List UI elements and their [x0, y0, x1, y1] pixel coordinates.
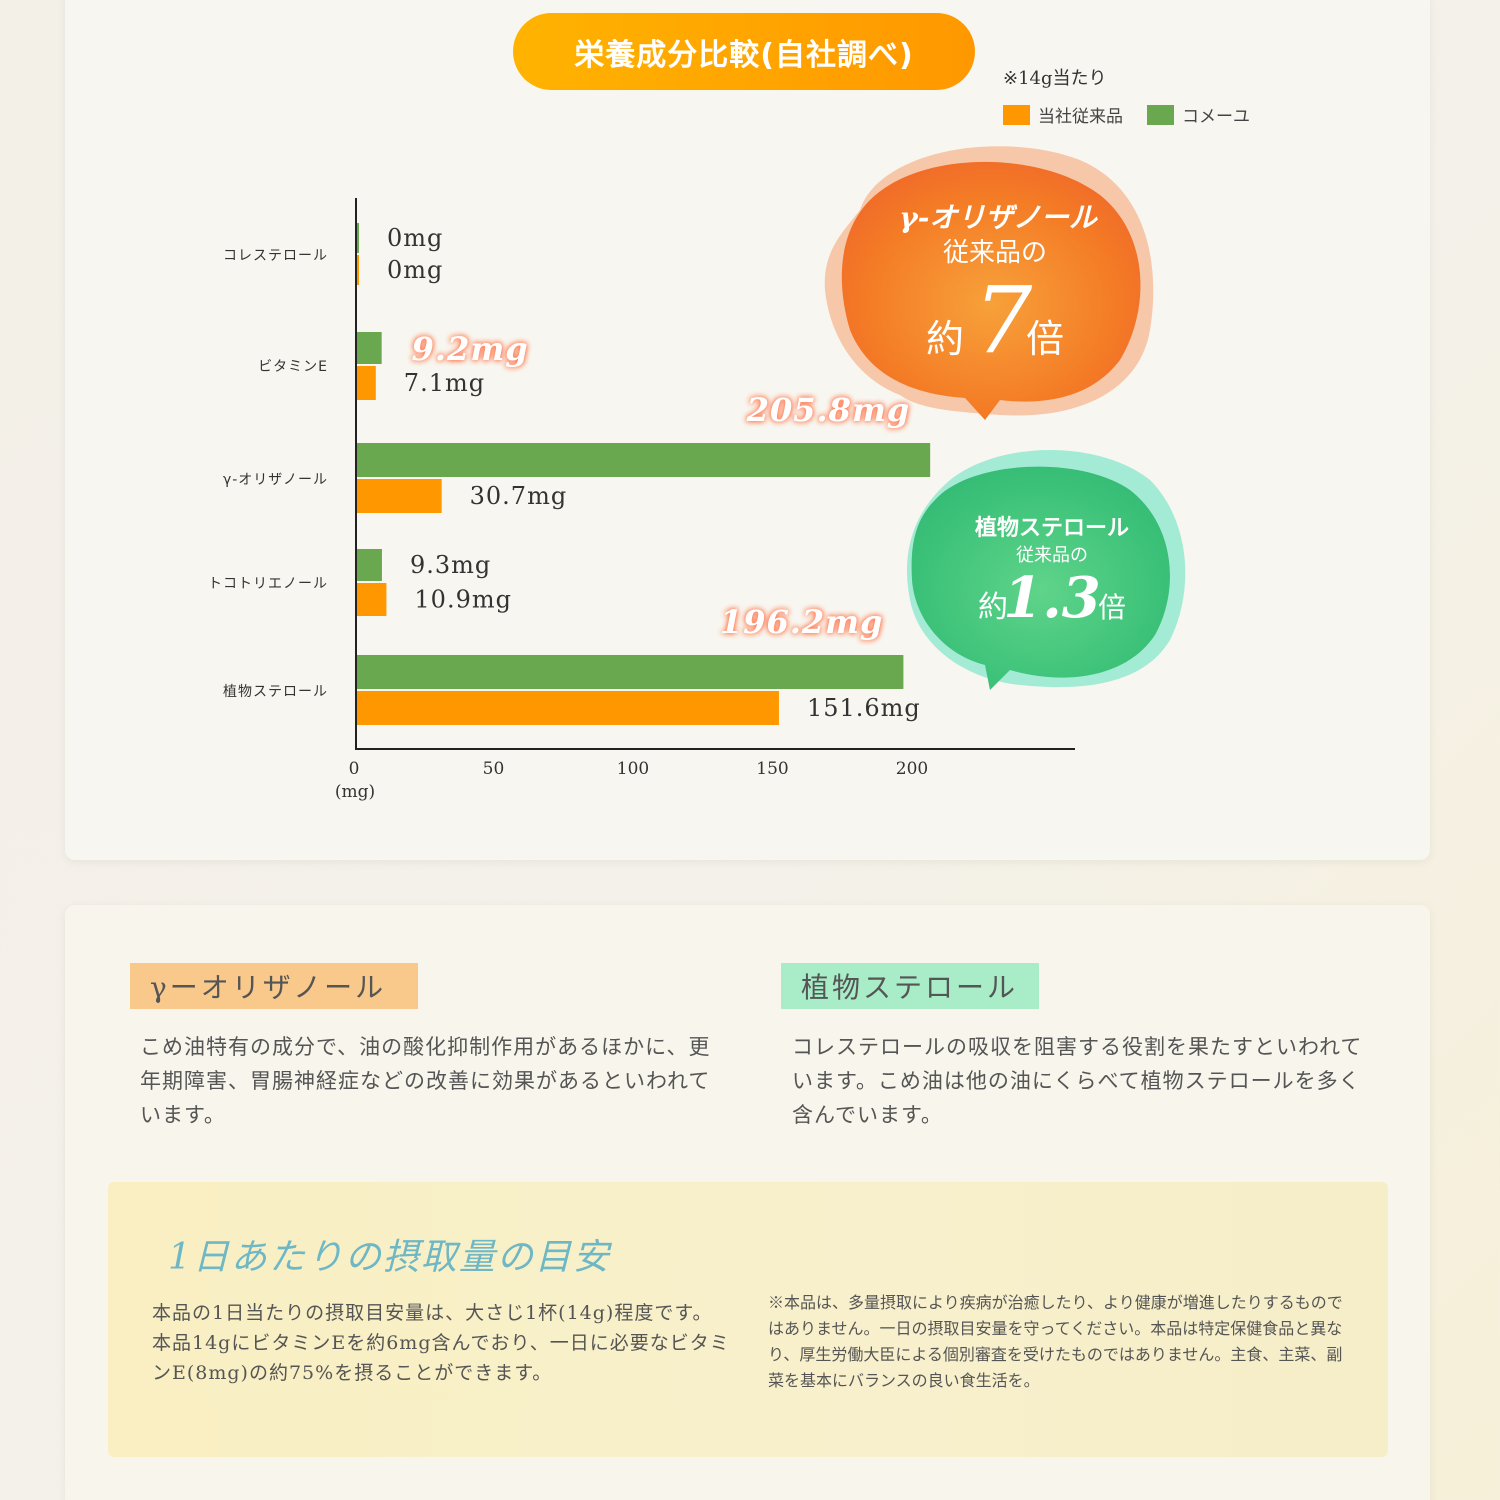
- gamma-callout-suffix: 倍: [1026, 317, 1064, 361]
- value-label-komeyu-4: 9.3mg: [410, 551, 491, 579]
- legend-label-conventional: 当社従来品: [1038, 107, 1123, 127]
- bar-komeyu-3: [356, 443, 931, 477]
- value-label-komeyu-2: 9.2mg: [412, 330, 529, 368]
- gamma-oryzanol-description: こめ油特有の成分で、油の酸化抑制作用があるほかに、更年期障害、胃腸神経症などの改…: [140, 1035, 711, 1127]
- category-label: トコトリエノール: [208, 576, 328, 592]
- legend-swatch-conventional: [1003, 104, 1030, 125]
- bar-komeyu-1: [356, 223, 359, 253]
- gamma-callout-prefix: 約: [926, 317, 964, 361]
- sterol-callout-line2: 従来品の: [1016, 545, 1088, 566]
- sterol-callout-line1: 植物ステロール: [975, 515, 1129, 541]
- x-axis-unit-label: (mg): [335, 782, 375, 802]
- gamma-oryzanol-callout: γ-オリザノール 従来品の 約 7 倍: [824, 146, 1154, 420]
- legend-item-conventional: 当社従来品: [1003, 102, 1123, 127]
- x-tick-label: 100: [617, 759, 649, 779]
- disclaimer-text: ※本品は、多量摂取により疾病が治癒したり、より健康が増進したりするものではありま…: [768, 1293, 1343, 1390]
- bar-conventional-4: [356, 583, 387, 616]
- value-label-conventional-2: 7.1mg: [404, 369, 485, 397]
- sterol-callout-prefix: 約: [978, 590, 1008, 625]
- sterol-callout-suffix: 倍: [1098, 591, 1126, 624]
- plant-sterol-callout: 植物ステロール 従来品の 約 1.3 倍: [906, 450, 1186, 690]
- sterol-callout-blob: [911, 466, 1170, 690]
- category-label: コレステロール: [223, 248, 328, 264]
- sterol-callout-number: 1.3: [1003, 565, 1100, 631]
- x-axis-ticks: 0 50 100 150 200: [349, 759, 929, 779]
- category-label: ビタミンE: [258, 359, 328, 375]
- legend-item-komeyu: コメーユ: [1147, 102, 1250, 127]
- per-serving-note: ※14g当たり: [1003, 68, 1107, 89]
- legend-swatch-komeyu: [1147, 104, 1174, 125]
- value-label-conventional-5: 151.6mg: [807, 694, 921, 722]
- legend-label-komeyu: コメーユ: [1182, 107, 1250, 127]
- x-tick-label: 0: [349, 759, 360, 779]
- x-tick-label: 150: [756, 759, 788, 779]
- category-label: 植物ステロール: [223, 684, 328, 700]
- category-label: γ-オリザノール: [223, 472, 328, 488]
- plant-sterol-description: コレステロールの吸収を阻害する役割を果たすといわれています。こめ油は他の油にくら…: [792, 1035, 1363, 1127]
- bar-conventional-5: [356, 691, 779, 725]
- bar-conventional-2: [356, 366, 376, 400]
- daily-intake-panel: [108, 1182, 1388, 1457]
- value-label-komeyu-3: 205.8mg: [746, 391, 910, 429]
- bar-komeyu-4: [356, 549, 382, 581]
- value-label-komeyu-5: 196.2mg: [720, 603, 883, 641]
- gamma-callout-number: 7: [974, 267, 1033, 374]
- gamma-oryzanol-heading: γーオリザノール: [130, 963, 418, 1009]
- value-label-conventional-4: 10.9mg: [414, 586, 512, 614]
- bar-conventional-3: [356, 479, 442, 513]
- x-tick-label: 200: [896, 759, 928, 779]
- nutrient-bar-chart: γ-オリザノール 従来品の 約 7 倍 植物ステロール 従来品の 約 1.3 倍…: [208, 146, 1186, 802]
- gamma-callout-line1: γ-オリザノール: [899, 201, 1099, 234]
- chart-legend: 当社従来品 コメーユ: [1003, 102, 1250, 127]
- daily-intake-title: 1日あたりの摂取量の目安: [168, 1237, 611, 1278]
- value-label-conventional-3: 30.7mg: [470, 482, 568, 510]
- value-label-komeyu-1: 0mg: [387, 224, 443, 252]
- plant-sterol-heading: 植物ステロール: [781, 963, 1039, 1009]
- value-label-conventional-1: 0mg: [387, 256, 443, 284]
- daily-intake-description: 本品の1日当たりの摂取目安量は、大さじ1杯(14g)程度です。本品14gにビタミ…: [152, 1302, 730, 1384]
- bar-komeyu-5: [356, 655, 904, 689]
- x-tick-label: 50: [483, 759, 505, 779]
- gamma-callout-line2: 従来品の: [943, 238, 1047, 268]
- bar-conventional-1: [356, 255, 359, 285]
- chart-title: 栄養成分比較(自社調べ): [513, 13, 975, 90]
- bar-komeyu-2: [356, 332, 382, 364]
- gamma-callout-blob: [841, 161, 1141, 420]
